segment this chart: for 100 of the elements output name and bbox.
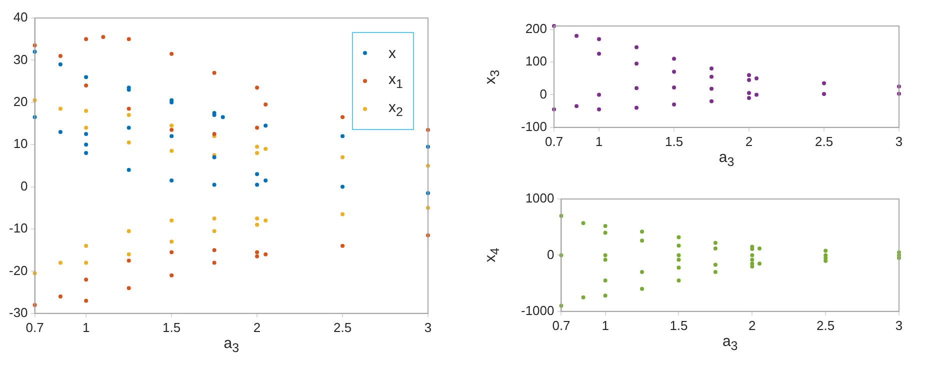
y-tick-label: 20 bbox=[13, 94, 28, 109]
point bbox=[750, 258, 754, 262]
point bbox=[170, 128, 174, 132]
point bbox=[255, 172, 260, 176]
point bbox=[101, 34, 106, 39]
point bbox=[264, 102, 268, 107]
x-tick-label: 1.5 bbox=[664, 134, 684, 149]
point bbox=[340, 184, 345, 189]
point bbox=[713, 270, 718, 274]
point bbox=[255, 216, 260, 220]
point bbox=[634, 62, 639, 66]
point bbox=[84, 84, 88, 88]
x-tick-label: 3 bbox=[424, 320, 432, 335]
y-tick-label: -100 bbox=[520, 118, 548, 134]
point bbox=[255, 151, 260, 156]
y-tick-label: -10 bbox=[8, 220, 28, 236]
point bbox=[58, 260, 62, 265]
x-tick-label: 0.7 bbox=[552, 318, 570, 333]
point bbox=[170, 134, 174, 138]
point bbox=[581, 221, 586, 226]
point bbox=[255, 222, 260, 227]
point bbox=[676, 253, 681, 258]
point bbox=[170, 178, 174, 182]
point bbox=[255, 250, 260, 254]
point bbox=[212, 260, 216, 265]
x-tick-label: 0.7 bbox=[26, 320, 44, 335]
x-tick-label: 2 bbox=[748, 318, 756, 333]
y-tick-label: 10 bbox=[13, 136, 28, 152]
point bbox=[574, 104, 579, 108]
point bbox=[264, 178, 268, 182]
point bbox=[603, 230, 608, 235]
point bbox=[84, 298, 88, 303]
point bbox=[603, 294, 608, 298]
point bbox=[603, 258, 608, 262]
point bbox=[212, 216, 216, 220]
point bbox=[710, 66, 714, 71]
y-tick-label: 200 bbox=[525, 20, 548, 36]
x-tick-label: 1.5 bbox=[162, 320, 181, 335]
point bbox=[58, 54, 62, 58]
point bbox=[597, 107, 602, 112]
legend-label: x bbox=[388, 44, 396, 62]
point bbox=[676, 266, 681, 270]
point bbox=[634, 45, 639, 50]
point bbox=[597, 92, 602, 97]
x-tick-label: 2 bbox=[745, 134, 753, 149]
point bbox=[126, 168, 131, 172]
point bbox=[170, 124, 174, 128]
y-tick-label: -1000 bbox=[521, 302, 554, 318]
x-tick-label: 1.5 bbox=[670, 318, 688, 333]
point bbox=[126, 140, 131, 144]
point bbox=[126, 229, 131, 234]
x-axis-title: a$_{3}$ bbox=[718, 149, 734, 170]
point bbox=[170, 250, 174, 254]
point bbox=[264, 218, 268, 223]
point bbox=[340, 115, 345, 120]
point bbox=[212, 182, 216, 187]
point bbox=[212, 248, 216, 252]
point bbox=[84, 278, 88, 282]
point bbox=[754, 76, 759, 80]
point bbox=[84, 126, 88, 130]
point bbox=[170, 148, 174, 153]
point bbox=[220, 115, 225, 120]
point bbox=[255, 182, 260, 187]
point bbox=[747, 73, 752, 78]
x-tick-label: 1 bbox=[82, 320, 90, 335]
point bbox=[634, 86, 639, 90]
point bbox=[84, 132, 88, 136]
x-tick-label: 2.5 bbox=[816, 318, 835, 333]
point bbox=[212, 70, 216, 75]
point bbox=[264, 124, 268, 128]
y-tick-label: -20 bbox=[8, 262, 28, 278]
point bbox=[84, 108, 88, 113]
point bbox=[58, 294, 62, 299]
point bbox=[713, 246, 718, 250]
point bbox=[574, 34, 579, 38]
y-tick-label: 1000 bbox=[525, 190, 554, 206]
x-tick-label: 1 bbox=[595, 134, 603, 149]
y-tick-label: 0 bbox=[547, 246, 554, 262]
point bbox=[640, 286, 644, 291]
point bbox=[713, 262, 718, 267]
point bbox=[255, 126, 260, 130]
point bbox=[750, 247, 754, 252]
point bbox=[750, 253, 754, 258]
point bbox=[597, 37, 602, 42]
point bbox=[640, 270, 644, 274]
point bbox=[672, 102, 676, 107]
x-axis-title: a$_{3}$ bbox=[722, 333, 738, 354]
point bbox=[126, 286, 131, 290]
point bbox=[757, 246, 762, 250]
point bbox=[676, 244, 681, 248]
y-tick-label: 40 bbox=[13, 10, 28, 25]
point bbox=[754, 92, 759, 97]
point bbox=[340, 212, 345, 216]
point bbox=[170, 52, 174, 56]
point bbox=[170, 218, 174, 223]
point bbox=[170, 273, 174, 278]
point bbox=[58, 106, 62, 111]
point bbox=[340, 134, 345, 138]
point bbox=[126, 113, 131, 118]
point bbox=[640, 230, 644, 234]
